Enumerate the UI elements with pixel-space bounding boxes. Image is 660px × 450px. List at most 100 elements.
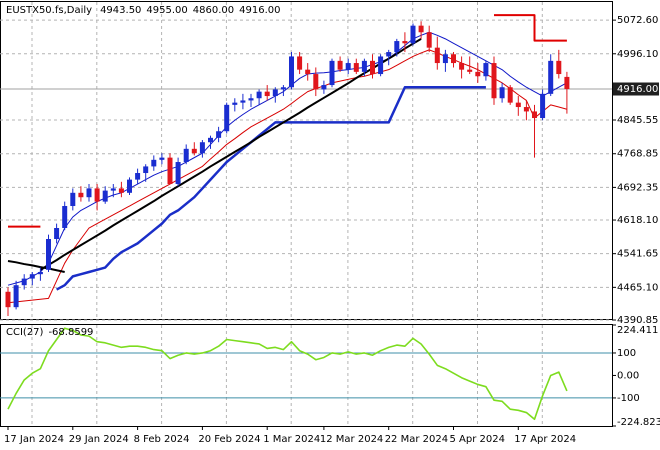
candle-body <box>394 41 400 53</box>
indicator-line <box>39 38 422 271</box>
candle-body <box>337 60 343 70</box>
candle-body <box>183 148 189 163</box>
candle-body <box>426 32 432 48</box>
candle-body <box>127 179 132 193</box>
candle-body <box>305 69 311 75</box>
y-tick-label: 5072.60 <box>617 15 658 26</box>
y-tick-label: 4845.55 <box>617 115 658 126</box>
x-tick-label: 22 Mar 2024 <box>385 434 448 445</box>
candle-body <box>208 137 213 143</box>
candle-body <box>475 71 481 77</box>
candle-body <box>361 60 367 72</box>
candle-body <box>240 100 246 103</box>
indicator-line <box>7 260 65 273</box>
x-tick-label: 17 Apr 2024 <box>514 434 576 445</box>
candle-body <box>313 74 319 90</box>
candle-body <box>451 54 456 64</box>
indicator-y-tick-label: 0.00 <box>617 370 639 381</box>
x-tick-label: 12 Mar 2024 <box>320 434 383 445</box>
candle-body <box>256 91 262 99</box>
candle-body <box>199 142 205 154</box>
candle-body <box>167 157 173 185</box>
candle-body <box>378 56 384 75</box>
candle-body <box>21 278 27 286</box>
candle-body <box>442 54 448 64</box>
x-tick-label: 1 Mar 2024 <box>263 434 320 445</box>
header-low: 4860.00 <box>193 5 234 16</box>
candle-body <box>289 56 294 88</box>
candle-body <box>459 63 465 70</box>
candle-body <box>248 98 254 101</box>
symbol-title: EUSTX50.fs,Daily <box>6 5 92 16</box>
candle-body <box>386 52 392 57</box>
candle-body <box>78 192 84 198</box>
candle-body <box>515 102 521 108</box>
candle-body <box>297 56 303 70</box>
candle-body <box>499 87 505 99</box>
candle-body <box>329 60 335 86</box>
candle-body <box>54 228 60 239</box>
y-tick-label: 4768.85 <box>617 149 658 160</box>
x-tick-label: 17 Jan 2024 <box>4 434 64 445</box>
candle-body <box>556 60 562 75</box>
indicator-y-tick-label: -100 <box>617 393 640 404</box>
candle-body <box>118 188 124 193</box>
header-high: 4955.00 <box>146 5 187 16</box>
candle-body <box>353 63 359 72</box>
y-tick-label: 4465.10 <box>617 282 658 293</box>
y-tick-label: 4541.65 <box>617 249 658 260</box>
candle-body <box>523 107 529 112</box>
candle-body <box>483 63 489 77</box>
candle-body <box>224 104 230 132</box>
x-tick-label: 8 Feb 2024 <box>134 434 190 445</box>
x-tick-label: 29 Jan 2024 <box>69 434 129 445</box>
candle-body <box>86 188 92 198</box>
candle-body <box>37 271 43 275</box>
indicator-line <box>56 85 486 291</box>
candle-body <box>410 25 416 44</box>
candle-body <box>175 162 181 185</box>
candle-body <box>345 63 351 70</box>
candle-body <box>280 87 286 90</box>
candle-body <box>70 192 76 207</box>
candle-body <box>216 131 222 138</box>
candle-body <box>13 285 19 308</box>
chart-header: EUSTX50.fs,Daily 4943.50 4955.00 4860.00 491… <box>6 5 281 16</box>
candle-body <box>548 60 554 94</box>
indicator-title: CCI(27) <box>6 327 44 338</box>
candle-body <box>418 25 424 33</box>
candle-body <box>143 166 149 174</box>
candle-body <box>102 190 108 202</box>
indicator-y-tick-label: 224.411 <box>617 325 658 336</box>
candle-body <box>110 188 116 191</box>
candle-body <box>232 102 238 105</box>
indicator-line <box>7 49 568 304</box>
candle-body <box>159 157 165 160</box>
x-tick-label: 5 Apr 2024 <box>450 434 505 445</box>
candle-body <box>264 91 270 97</box>
x-tick-label: 20 Feb 2024 <box>198 434 260 445</box>
candle-body <box>370 60 375 75</box>
y-tick-label: 4692.35 <box>617 182 658 193</box>
y-tick-label: 4618.10 <box>617 215 658 226</box>
candle-body <box>467 69 473 72</box>
candle-body <box>402 41 408 44</box>
last-price-box <box>613 82 659 96</box>
candle-body <box>272 89 278 97</box>
candle-body <box>532 111 537 119</box>
candle-body <box>540 93 546 119</box>
indicator-line <box>7 31 568 286</box>
indicator-y-tick-label: 100 <box>617 348 636 359</box>
candle-body <box>191 148 197 154</box>
candle-body <box>5 291 11 308</box>
candle-body <box>151 159 157 167</box>
candle-body <box>491 63 497 99</box>
candle-body <box>46 238 51 270</box>
header-close: 4916.00 <box>239 5 280 16</box>
last-price-label: 4916.00 <box>617 84 658 95</box>
indicator-y-tick-label: -224.8233 <box>617 417 660 428</box>
header-open: 4943.50 <box>100 5 141 16</box>
candle-body <box>434 47 440 64</box>
